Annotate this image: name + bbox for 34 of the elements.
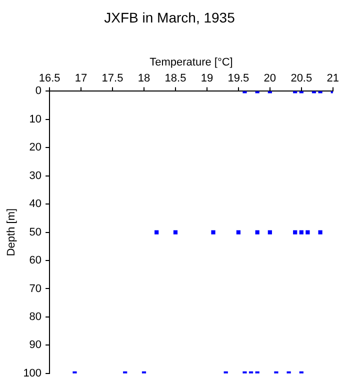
y-tick-label: 0 [35,85,42,98]
y-tick-label: 60 [29,254,42,267]
x-axis-title: Temperature [°C] [150,56,233,68]
x-tick-label: 18.5 [164,72,186,85]
x-tick-label: 17 [74,72,88,85]
point [299,230,304,234]
point [154,230,159,234]
x-tick-label: 19.5 [228,72,250,85]
x-tick-label: 17.5 [102,72,124,85]
point [211,230,216,234]
y-tick-label: 100 [23,367,42,380]
y-tick-label: 20 [29,142,42,154]
y-tick-label: 30 [29,170,42,182]
y-tick-label: 80 [29,310,42,323]
x-tick-label: 16.5 [38,72,60,85]
point [255,230,260,234]
point [268,230,272,234]
y-axis-title: Depth [m] [6,208,18,256]
x-tick-label: 18 [138,72,150,85]
x-tick-label: 19 [200,72,214,85]
x-tick-label: 21 [326,72,340,85]
point [236,230,240,234]
y-tick-label: 10 [29,113,42,126]
point [318,230,322,234]
point [306,230,310,234]
y-tick-label: 50 [29,226,42,238]
point [293,230,298,234]
point [173,230,178,234]
y-tick-label: 70 [29,282,42,295]
x-tick-label: 20 [264,72,276,85]
chart-title: JXFB in March, 1935 [104,9,236,26]
y-tick-label: 90 [29,339,42,352]
x-tick-label: 20.5 [290,72,312,85]
y-tick-label: 40 [29,198,42,210]
